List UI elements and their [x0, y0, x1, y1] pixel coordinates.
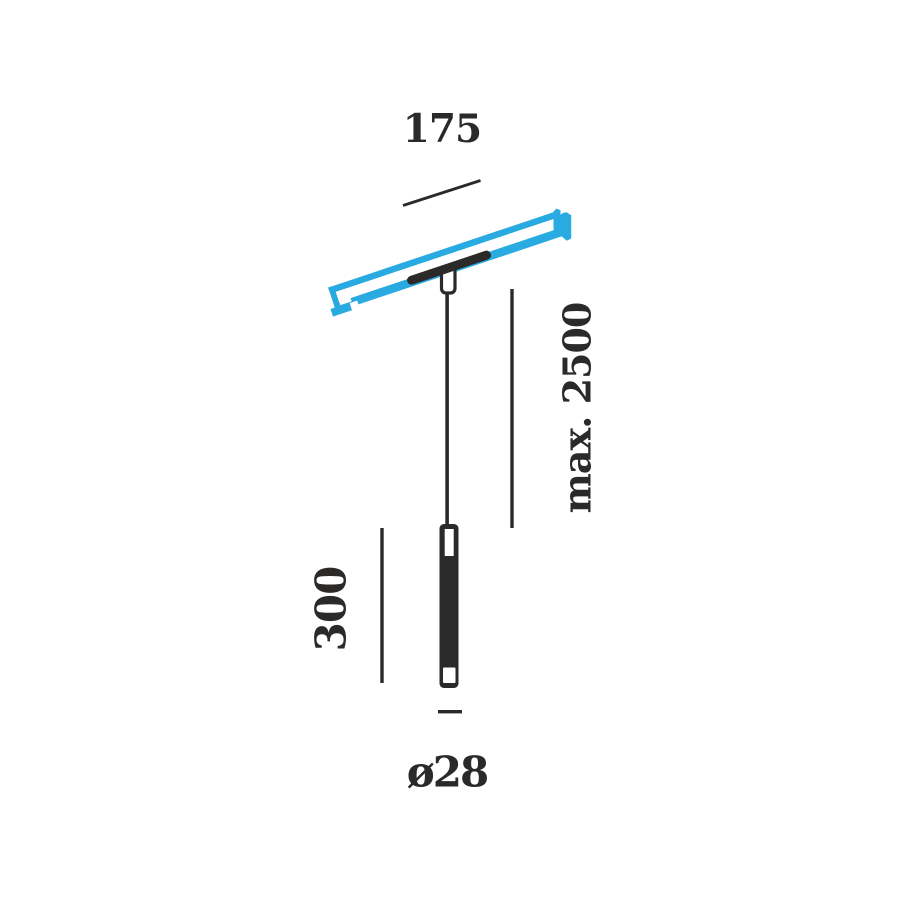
track-top-edge	[328, 211, 559, 294]
track-adapter-bar	[407, 250, 491, 285]
dim-line-max-suspension	[510, 289, 514, 528]
track-adapter	[407, 250, 491, 285]
dim-label-track-length: 175	[403, 106, 481, 152]
track-end-cap	[553, 208, 572, 241]
dim-label-fixture-height: 300	[307, 567, 356, 652]
track-channel	[335, 218, 559, 302]
dim-label-max-suspension: max. 2500	[555, 303, 600, 514]
suspension-cable	[445, 291, 449, 525]
dim-label-diameter: ø28	[407, 748, 487, 797]
leader-line-track-length	[402, 179, 481, 207]
tube-bottom-window	[443, 667, 456, 683]
track-left-lip	[330, 301, 357, 317]
track-left-end-wall	[328, 285, 342, 310]
track-lip-gap	[349, 300, 360, 312]
track-channel-left-opening	[335, 288, 352, 306]
pendant-tube	[439, 524, 459, 688]
dim-line-fixture-height	[380, 528, 384, 683]
tick-diameter	[438, 710, 462, 714]
tube-top-window	[444, 529, 454, 556]
